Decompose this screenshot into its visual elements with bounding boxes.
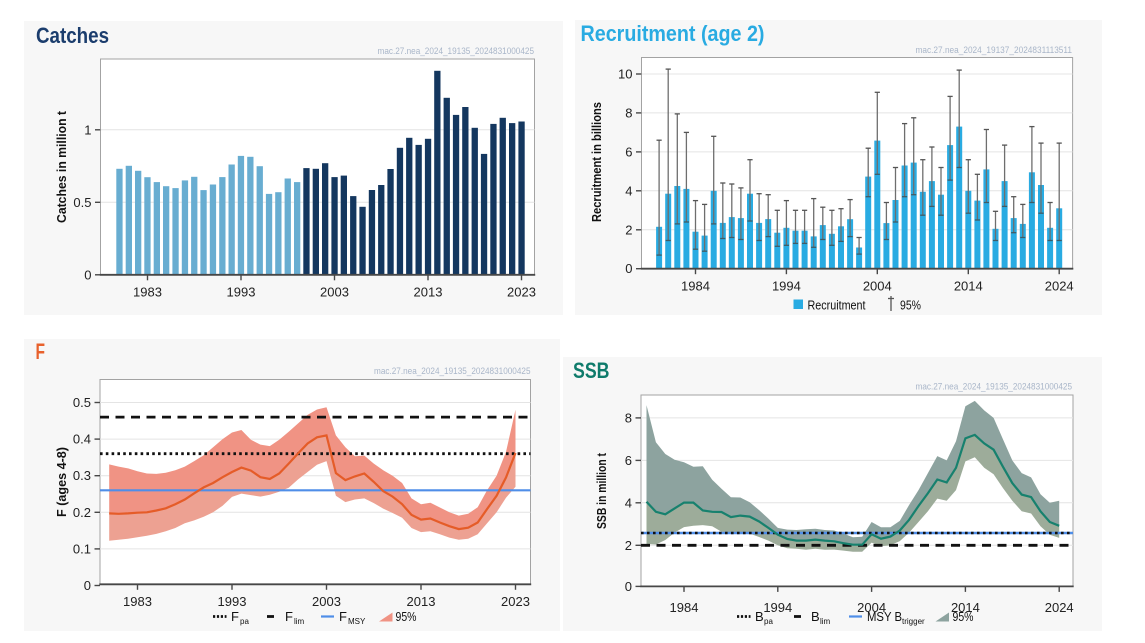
svg-text:lim: lim (294, 617, 305, 626)
svg-text:0: 0 (625, 261, 632, 276)
svg-text:2024: 2024 (1045, 600, 1074, 615)
svg-text:1994: 1994 (772, 279, 801, 294)
svg-text:0.5: 0.5 (73, 195, 91, 210)
svg-text:0: 0 (84, 578, 91, 593)
svg-text:2: 2 (625, 222, 632, 237)
svg-text:B: B (811, 609, 820, 624)
svg-text:1983: 1983 (123, 594, 152, 609)
svg-text:F: F (231, 609, 239, 624)
svg-text:8: 8 (625, 410, 632, 425)
svg-text:Catches in million t: Catches in million t (54, 110, 69, 223)
svg-text:2014: 2014 (951, 600, 980, 615)
svg-text:pa: pa (764, 617, 773, 626)
svg-text:Recruitment: Recruitment (808, 298, 866, 313)
svg-text:1993: 1993 (218, 594, 247, 609)
svg-text:F: F (285, 609, 293, 624)
svg-text:lim: lim (820, 617, 831, 626)
svg-text:95%: 95% (396, 609, 417, 624)
svg-text:2013: 2013 (407, 594, 436, 609)
svg-text:MSY: MSY (348, 617, 366, 626)
svg-text:6: 6 (625, 453, 632, 468)
svg-text:1983: 1983 (133, 285, 162, 300)
svg-text:0.4: 0.4 (73, 432, 91, 447)
svg-text:mac.27.nea_2024_19137_20248311: mac.27.nea_2024_19137_2024831113511 (916, 45, 1073, 56)
svg-text:B: B (755, 609, 764, 624)
svg-text:2014: 2014 (954, 279, 983, 294)
svg-text:1993: 1993 (227, 285, 256, 300)
svg-text:F: F (36, 339, 46, 364)
svg-text:pa: pa (240, 617, 249, 626)
svg-text:2: 2 (625, 538, 632, 553)
svg-text:2013: 2013 (414, 285, 443, 300)
svg-text:mac.27.nea_2024_19135_20248310: mac.27.nea_2024_19135_2024831000425 (378, 46, 535, 57)
svg-text:2024: 2024 (1045, 279, 1074, 294)
svg-text:0: 0 (84, 267, 91, 282)
svg-text:2003: 2003 (320, 285, 349, 300)
svg-text:1994: 1994 (763, 600, 792, 615)
svg-text:MSY B: MSY B (867, 609, 902, 624)
svg-text:2023: 2023 (507, 285, 536, 300)
svg-text:95%: 95% (953, 609, 974, 624)
svg-text:0.1: 0.1 (73, 541, 91, 556)
svg-text:SSB in million t: SSB in million t (594, 452, 609, 529)
svg-text:1984: 1984 (670, 600, 699, 615)
svg-text:6: 6 (625, 144, 632, 159)
svg-text:Catches: Catches (36, 23, 109, 48)
svg-text:trigger: trigger (902, 617, 925, 626)
svg-text:F (ages 4-8): F (ages 4-8) (54, 447, 69, 517)
svg-text:F: F (339, 609, 347, 624)
svg-text:0.2: 0.2 (73, 505, 91, 520)
svg-text:mac.27.nea_2024_19135_20248310: mac.27.nea_2024_19135_2024831000425 (916, 382, 1073, 393)
svg-text:2004: 2004 (863, 279, 892, 294)
svg-text:Recruitment in billions: Recruitment in billions (589, 102, 604, 222)
svg-text:2023: 2023 (501, 594, 530, 609)
svg-text:4: 4 (625, 495, 632, 510)
svg-text:95%: 95% (900, 298, 921, 313)
svg-text:8: 8 (625, 105, 632, 120)
svg-text:2004: 2004 (857, 600, 886, 615)
svg-text:0.5: 0.5 (73, 395, 91, 410)
svg-text:1984: 1984 (681, 279, 710, 294)
svg-text:SSB: SSB (573, 358, 610, 383)
svg-text:mac.27.nea_2024_19135_20248310: mac.27.nea_2024_19135_2024831000425 (374, 366, 531, 377)
svg-text:1: 1 (84, 122, 91, 137)
svg-text:0: 0 (625, 579, 632, 594)
svg-text:0.3: 0.3 (73, 468, 91, 483)
svg-text:Recruitment (age 2): Recruitment (age 2) (581, 21, 765, 46)
svg-text:10: 10 (618, 67, 632, 82)
svg-text:4: 4 (625, 183, 632, 198)
svg-text:2003: 2003 (312, 594, 341, 609)
